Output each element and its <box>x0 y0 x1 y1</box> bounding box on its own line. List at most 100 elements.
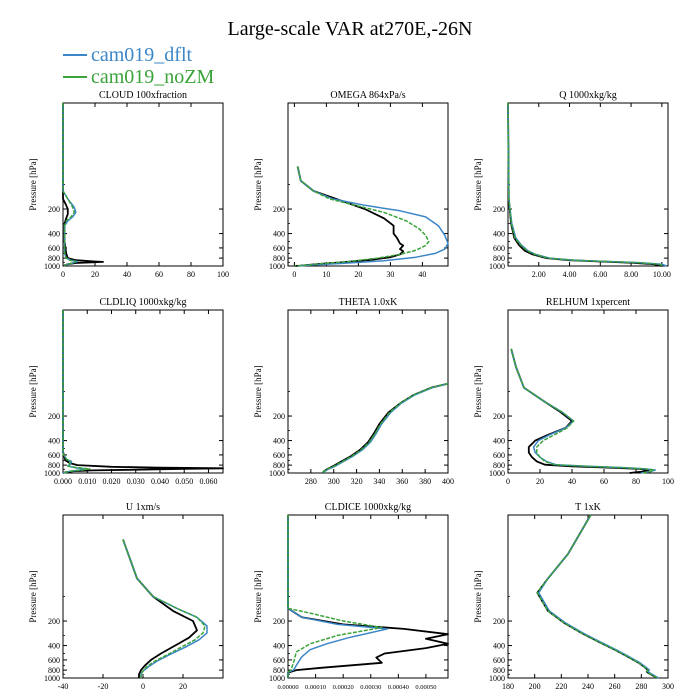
legend-item-noZM: cam019_noZM <box>63 66 214 88</box>
panel-title: CLDICE 1000xkg/kg <box>325 502 411 513</box>
y-tick-label: 200 <box>273 412 285 421</box>
x-tick-label: 0 <box>141 682 145 691</box>
x-tick-label: 380 <box>419 477 431 486</box>
y-tick-label: 400 <box>48 230 60 239</box>
plot-frame <box>507 309 669 474</box>
plot-frame <box>287 102 449 267</box>
legend-item-dflt: cam019_dflt <box>63 44 214 66</box>
legend: cam019_dflt cam019_noZM <box>63 44 214 88</box>
x-tick-label: 0.020 <box>102 477 120 486</box>
y-tick-label: 200 <box>48 412 60 421</box>
y-tick-label: 600 <box>48 244 60 253</box>
x-tick-label: 0 <box>292 270 296 279</box>
y-axis-label: Pressure [hPa] <box>473 570 483 622</box>
y-tick-label: 600 <box>493 451 505 460</box>
x-tick-label: 220 <box>555 682 567 691</box>
y-tick-label: 200 <box>273 205 285 214</box>
y-tick-label: 400 <box>493 642 505 651</box>
plot-frame <box>507 102 669 267</box>
y-axis-label: Pressure [hPa] <box>253 570 263 622</box>
x-tick-label: 300 <box>662 682 674 691</box>
y-tick-label: 600 <box>493 244 505 253</box>
x-tick-label: 320 <box>351 477 363 486</box>
x-tick-label: 60 <box>600 477 608 486</box>
series-line-obs <box>294 166 405 267</box>
x-tick-label: -40 <box>58 682 69 691</box>
y-tick-label: 800 <box>273 461 285 470</box>
x-tick-label: 100 <box>217 270 229 279</box>
y-tick-label: 1000 <box>44 469 60 478</box>
y-tick-label: 1000 <box>269 674 285 683</box>
y-tick-label: 200 <box>48 205 60 214</box>
x-tick-label: 400 <box>442 477 454 486</box>
series-line-obs <box>62 310 224 474</box>
legend-label-noZM: cam019_noZM <box>91 66 215 88</box>
figure-title: Large-scale VAR at270E,-26N <box>227 18 473 40</box>
y-tick-label: 800 <box>493 254 505 263</box>
x-tick-label: 30 <box>386 270 394 279</box>
y-tick-label: 800 <box>493 461 505 470</box>
y-tick-label: 400 <box>48 642 60 651</box>
panel-title: OMEGA 864xPa/s <box>330 90 405 101</box>
plot-frame <box>287 514 449 679</box>
x-tick-label: 300 <box>328 477 340 486</box>
x-tick-label: 8.00 <box>624 270 638 279</box>
y-tick-label: 800 <box>48 461 60 470</box>
y-tick-label: 1000 <box>269 262 285 271</box>
series-line-obs <box>536 514 658 679</box>
x-tick-label: 280 <box>305 477 317 486</box>
series-line-noZM <box>294 166 430 267</box>
x-tick-label: 4.00 <box>563 270 577 279</box>
y-tick-label: 200 <box>48 617 60 626</box>
x-tick-label: 0.00010 <box>305 684 326 691</box>
panel-0: CLOUD 100xfraction2004006008001000Pressu… <box>28 90 229 279</box>
series-line-obs <box>287 515 449 678</box>
y-tick-label: 1000 <box>489 262 505 271</box>
x-tick-label: 0.060 <box>199 477 217 486</box>
panel-title: Q 1000xkg/kg <box>559 90 617 101</box>
x-tick-label: 0.040 <box>151 477 169 486</box>
y-tick-label: 400 <box>273 230 285 239</box>
x-tick-label: 80 <box>187 270 195 279</box>
x-tick-label: 0.00040 <box>388 684 409 691</box>
plot-frame <box>62 102 224 267</box>
x-tick-label: 0.00000 <box>277 684 298 691</box>
series-line-dflt <box>537 514 660 679</box>
x-tick-label: 60 <box>155 270 163 279</box>
y-tick-label: 800 <box>48 666 60 675</box>
panel-title: T 1xK <box>575 502 601 513</box>
series-line-noZM <box>62 310 91 474</box>
legend-swatch-dflt <box>63 54 87 56</box>
x-tick-label: 0.050 <box>175 477 193 486</box>
x-tick-label: 40 <box>418 270 426 279</box>
x-tick-label: 2.00 <box>532 270 546 279</box>
panel-5: RELHUM 1xpercent2004006008001000Pressure… <box>473 297 674 486</box>
y-tick-label: 800 <box>273 254 285 263</box>
y-axis-label: Pressure [hPa] <box>253 158 263 210</box>
y-tick-label: 1000 <box>44 674 60 683</box>
series-line-noZM <box>122 539 206 678</box>
plot-frame <box>62 309 224 474</box>
x-tick-label: 10.00 <box>653 270 671 279</box>
y-tick-label: 400 <box>493 230 505 239</box>
y-tick-label: 200 <box>493 617 505 626</box>
y-axis-label: Pressure [hPa] <box>253 365 263 417</box>
y-axis-label: Pressure [hPa] <box>473 158 483 210</box>
y-tick-label: 600 <box>273 656 285 665</box>
series-line-dflt <box>62 310 86 474</box>
x-tick-label: 10 <box>322 270 330 279</box>
legend-label-dflt: cam019_dflt <box>91 44 193 66</box>
x-tick-label: 0.00020 <box>333 684 354 691</box>
panel-title: CLDLIQ 1000xkg/kg <box>100 297 187 308</box>
plot-frame <box>507 514 669 679</box>
y-tick-label: 200 <box>273 617 285 626</box>
y-tick-label: 400 <box>48 437 60 446</box>
x-tick-label: 20 <box>179 682 187 691</box>
y-tick-label: 400 <box>273 642 285 651</box>
